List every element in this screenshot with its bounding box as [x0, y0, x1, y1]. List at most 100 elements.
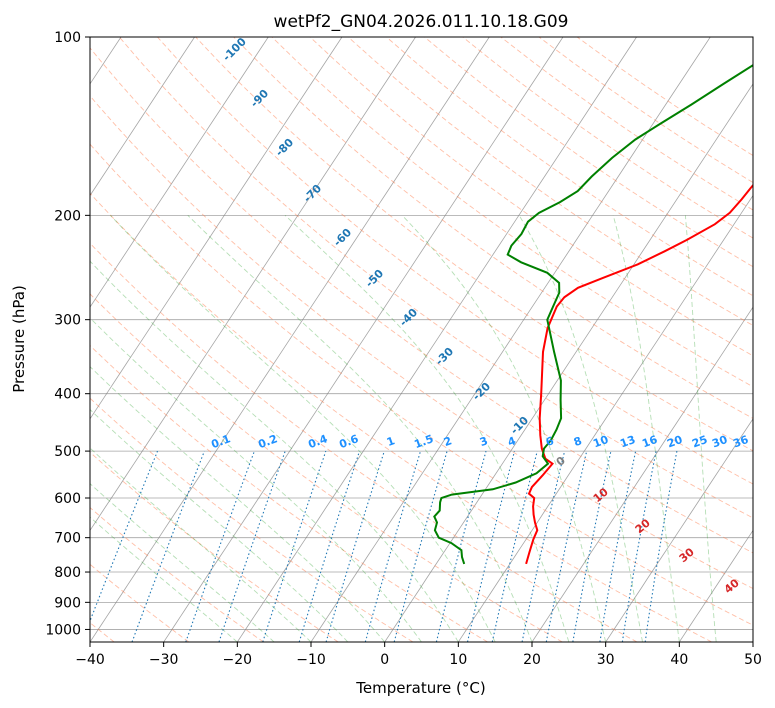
mixing-ratio-line: [435, 450, 487, 642]
mixing-ratio-label: 30: [710, 433, 729, 451]
moist-adiabat-line: [110, 214, 496, 642]
dry-adiabat-line: [90, 47, 753, 554]
data-series: [433, 64, 753, 565]
grid-lines: [90, 37, 753, 642]
isotherm-line: [752, 641, 753, 642]
x-tick-label: 40: [670, 652, 688, 668]
y-tick-label: 800: [54, 565, 81, 581]
dry-adiabat-label: -80: [273, 136, 296, 159]
y-tick-label: 700: [54, 531, 81, 547]
plot-frame: [89, 36, 754, 643]
mixing-ratio-line: [90, 450, 159, 623]
dry-adiabat-line: [118, 37, 753, 519]
y-tick-label: 600: [54, 491, 81, 507]
x-tick-label: −30: [149, 652, 179, 668]
isotherm-line: [90, 37, 490, 642]
dry-adiabat-line: [90, 344, 488, 642]
mixing-ratio-line: [218, 450, 286, 642]
mixing-ratio-label: 1: [385, 434, 397, 449]
moist-adiabat-line: [401, 214, 607, 642]
dry-adiabat-label: -70: [301, 182, 324, 205]
mixing-ratio-label: 2: [442, 434, 454, 449]
mixing-ratio-label: 6: [544, 434, 556, 449]
moist-adiabat-label: 0: [554, 454, 568, 469]
mixing-ratio-line: [185, 450, 255, 642]
dry-adiabat-line: [386, 37, 753, 297]
isotherm-line: [90, 37, 416, 532]
dry-adiabat-line: [347, 37, 753, 326]
x-tick-label: 20: [523, 652, 541, 668]
mixing-ratio-line: [131, 450, 205, 642]
mixing-ratio-label: 0.1: [209, 432, 232, 451]
mixing-ratio-line: [599, 450, 637, 642]
dry-adiabat-line: [90, 192, 712, 642]
y-tick-label: 1000: [45, 622, 81, 638]
dry-adiabat-line: [576, 37, 753, 157]
mixing-ratio-label: 10: [591, 433, 610, 451]
mixing-ratio-label: 16: [640, 433, 659, 451]
mixing-ratio-line: [521, 450, 566, 642]
x-tick-label: 50: [744, 652, 762, 668]
mixing-ratio-label: 1.5: [412, 432, 435, 451]
y-tick-label: 100: [54, 30, 81, 46]
isotherm-line: [531, 306, 753, 642]
dry-adiabat-label: -90: [248, 87, 271, 110]
mixing-ratio-line: [325, 450, 385, 642]
dry-adiabat-line: [424, 37, 753, 268]
x-tick-label: −20: [223, 652, 253, 668]
dry-adiabat-label: -60: [331, 226, 354, 249]
isotherm-line: [457, 194, 753, 642]
x-axis-label: Temperature (°C): [355, 679, 485, 697]
chart-title: wetPf2_GN04.2026.011.10.18.G09: [274, 12, 569, 32]
mixing-ratio-line: [491, 450, 538, 642]
moist-adiabat-line: [612, 215, 680, 642]
dry-adiabat-label: -100: [220, 35, 249, 64]
mixing-ratio-line: [545, 450, 588, 642]
dry-adiabat-line: [90, 143, 753, 626]
moist-adiabat-line: [90, 260, 459, 642]
moist-adiabat-line: [90, 408, 349, 642]
moist-adiabat-label: 40: [722, 576, 742, 596]
x-axis: −40 −30 −20 −10 0 10 20 30 40 50: [75, 642, 762, 668]
dry-adiabat-line: [271, 37, 753, 388]
dry-adiabat-label: -30: [433, 345, 456, 368]
moist-adiabat-line: [187, 214, 533, 642]
y-axis: 100 200 300 400 500 600 700 800 900 1000: [45, 30, 90, 638]
mixing-ratio-line: [364, 450, 422, 642]
dry-adiabat-line: [462, 37, 753, 239]
mixing-ratio-label: 20: [665, 433, 684, 451]
mixing-ratio-line: [393, 450, 448, 642]
isotherm-line: [163, 37, 564, 642]
x-tick-label: 0: [380, 652, 389, 668]
isotherm-line: [236, 37, 637, 642]
dry-adiabat-label: -20: [470, 380, 493, 403]
x-tick-label: −40: [75, 652, 105, 668]
y-axis-label: Pressure (hPa): [10, 285, 28, 393]
moist-adiabat-line: [90, 447, 312, 642]
dry-adiabat-label: -50: [363, 267, 386, 290]
mixing-ratio-label: 4: [506, 434, 518, 449]
mixing-ratio-label: 0.6: [337, 432, 360, 451]
mixing-ratio-line: [466, 450, 516, 642]
dry-adiabat-label: -10: [508, 414, 531, 437]
dry-adiabat-line: [90, 95, 753, 590]
x-tick-label: 10: [449, 652, 467, 668]
isotherm-line: [310, 37, 711, 642]
dry-adiabat-line: [90, 293, 563, 642]
dry-adiabat-line: [90, 563, 190, 642]
y-tick-label: 200: [54, 208, 81, 224]
mixing-ratio-label: 3: [478, 434, 490, 449]
temperature-line: [525, 183, 753, 565]
moist-adiabat-line: [90, 516, 238, 642]
moist-adiabat-line: [90, 482, 275, 642]
isotherm-line: [90, 37, 269, 308]
mixing-ratio-label: 13: [618, 433, 637, 450]
mixing-ratio-line: [298, 450, 361, 642]
y-tick-label: 300: [54, 313, 81, 329]
y-tick-label: 900: [54, 595, 81, 611]
mixing-ratio-label: 0.4: [306, 432, 329, 451]
moist-adiabat-line: [90, 366, 386, 642]
x-tick-label: 30: [597, 652, 615, 668]
adiabat-lines: [90, 37, 753, 642]
